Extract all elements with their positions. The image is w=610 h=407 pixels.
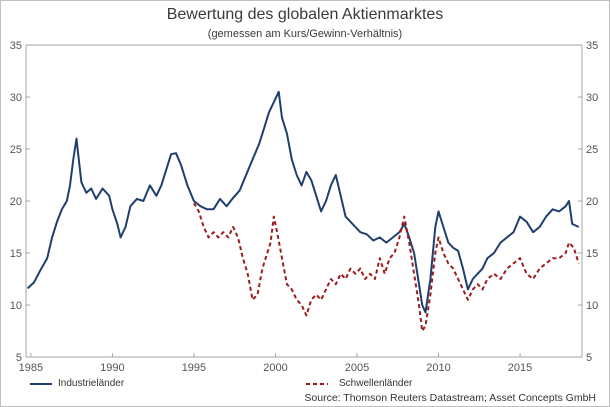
legend-label-schwellenlaender: Schwellenländer xyxy=(339,378,413,389)
series-line-0 xyxy=(26,90,580,314)
axis-ticks: 5 5 10 10 15 15 20 20 25 25 30 30 35 35 1985 1990 1995 20… xyxy=(10,40,599,374)
y-tick-label-right: 25 xyxy=(586,144,598,156)
x-tick-label: 2015 xyxy=(508,362,532,374)
y-tick-label-right: 5 xyxy=(586,352,592,364)
legend-label-industrielaender: Industrieländer xyxy=(58,378,125,389)
chart-subtitle: (gemessen am Kurs/Gewinn-Verhältnis) xyxy=(207,28,403,40)
y-tick-label-left: 10 xyxy=(10,300,22,312)
x-tick-label: 1985 xyxy=(19,362,43,374)
series-line-1 xyxy=(193,202,580,332)
plot-area xyxy=(25,44,583,358)
chart-title: Bewertung des globalen Aktienmarktes xyxy=(166,6,444,23)
x-tick-label: 2010 xyxy=(426,362,450,374)
y-tick-label-left: 20 xyxy=(10,196,22,208)
source-note: Source: Thomson Reuters Datastream; Asse… xyxy=(304,392,596,404)
y-tick-label-left: 25 xyxy=(10,144,22,156)
y-tick-label-left: 5 xyxy=(16,352,22,364)
series-lines xyxy=(26,90,580,332)
y-tick-label-right: 20 xyxy=(586,196,598,208)
y-tick-label-right: 10 xyxy=(586,300,598,312)
y-tick-label-right: 15 xyxy=(586,248,598,260)
y-tick-label-left: 15 xyxy=(10,248,22,260)
y-tick-label-left: 35 xyxy=(10,40,22,52)
y-tick-label-right: 30 xyxy=(586,92,598,104)
x-tick-label: 1990 xyxy=(100,362,124,374)
x-tick-label: 1995 xyxy=(182,362,206,374)
x-tick-label: 2000 xyxy=(263,362,287,374)
y-tick-label-right: 35 xyxy=(586,40,598,52)
y-tick-label-left: 30 xyxy=(10,92,22,104)
x-tick-label: 2005 xyxy=(345,362,369,374)
